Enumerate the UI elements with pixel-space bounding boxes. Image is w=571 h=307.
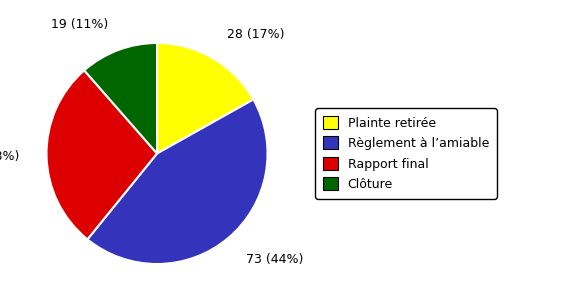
Legend: Plainte retirée, Règlement à l’amiable, Rapport final, Clôture: Plainte retirée, Règlement à l’amiable, … [315, 108, 497, 199]
Wedge shape [157, 43, 254, 154]
Wedge shape [46, 70, 157, 239]
Text: 73 (44%): 73 (44%) [246, 253, 303, 266]
Wedge shape [87, 99, 268, 264]
Text: 28 (17%): 28 (17%) [227, 28, 284, 41]
Wedge shape [84, 43, 157, 154]
Text: 19 (11%): 19 (11%) [51, 18, 108, 31]
Text: 46 (28%): 46 (28%) [0, 150, 19, 163]
